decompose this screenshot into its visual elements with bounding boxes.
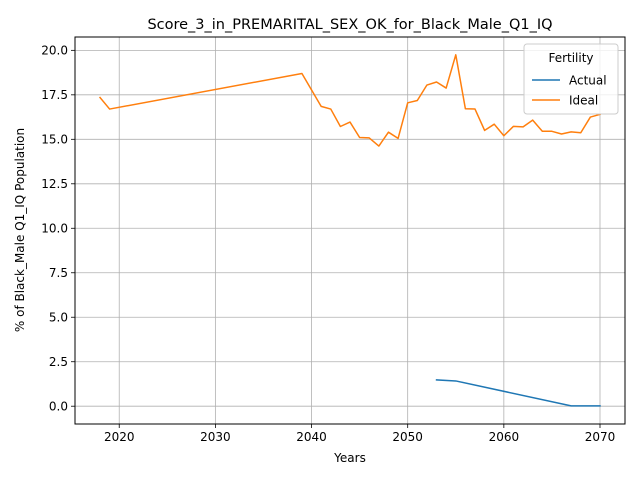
y-tick-label: 0.0 <box>49 400 68 414</box>
legend-label-ideal: Ideal <box>569 94 598 108</box>
x-tick-label: 2030 <box>200 430 231 444</box>
y-tick-label: 12.5 <box>41 177 68 191</box>
y-tick-label: 15.0 <box>41 133 68 147</box>
legend-label-actual: Actual <box>569 74 607 88</box>
y-tick-label: 7.5 <box>49 266 68 280</box>
x-tick-label: 2050 <box>392 430 423 444</box>
x-tick-label: 2020 <box>104 430 135 444</box>
plot-area-frame <box>74 36 626 425</box>
axis-ticks: 2020 2030 2040 2050 2060 2070 0.0 2.5 5.0 7.5 10.0… <box>41 44 615 444</box>
legend-title: Fertility <box>548 51 593 65</box>
x-axis-label: Years <box>333 451 366 465</box>
y-axis-label: % of Black_Male Q1_IQ Population <box>13 128 27 332</box>
y-tick-label: 5.0 <box>49 311 68 325</box>
y-tick-label: 20.0 <box>41 44 68 58</box>
legend: Fertility Actual Ideal <box>523 43 619 115</box>
series-line-ideal <box>98 54 601 147</box>
x-tick-label: 2060 <box>489 430 520 444</box>
legend-box <box>523 43 619 115</box>
x-tick-label: 2040 <box>296 430 327 444</box>
grid <box>75 37 625 424</box>
y-tick-label: 10.0 <box>41 222 68 236</box>
y-tick-label: 17.5 <box>41 88 68 102</box>
x-tick-label: 2070 <box>585 430 616 444</box>
series-lines <box>98 54 601 407</box>
series-line-actual <box>435 379 601 407</box>
chart-title: Score_3_in_PREMARITAL_SEX_OK_for_Black_M… <box>147 17 552 33</box>
y-tick-label: 2.5 <box>49 355 68 369</box>
